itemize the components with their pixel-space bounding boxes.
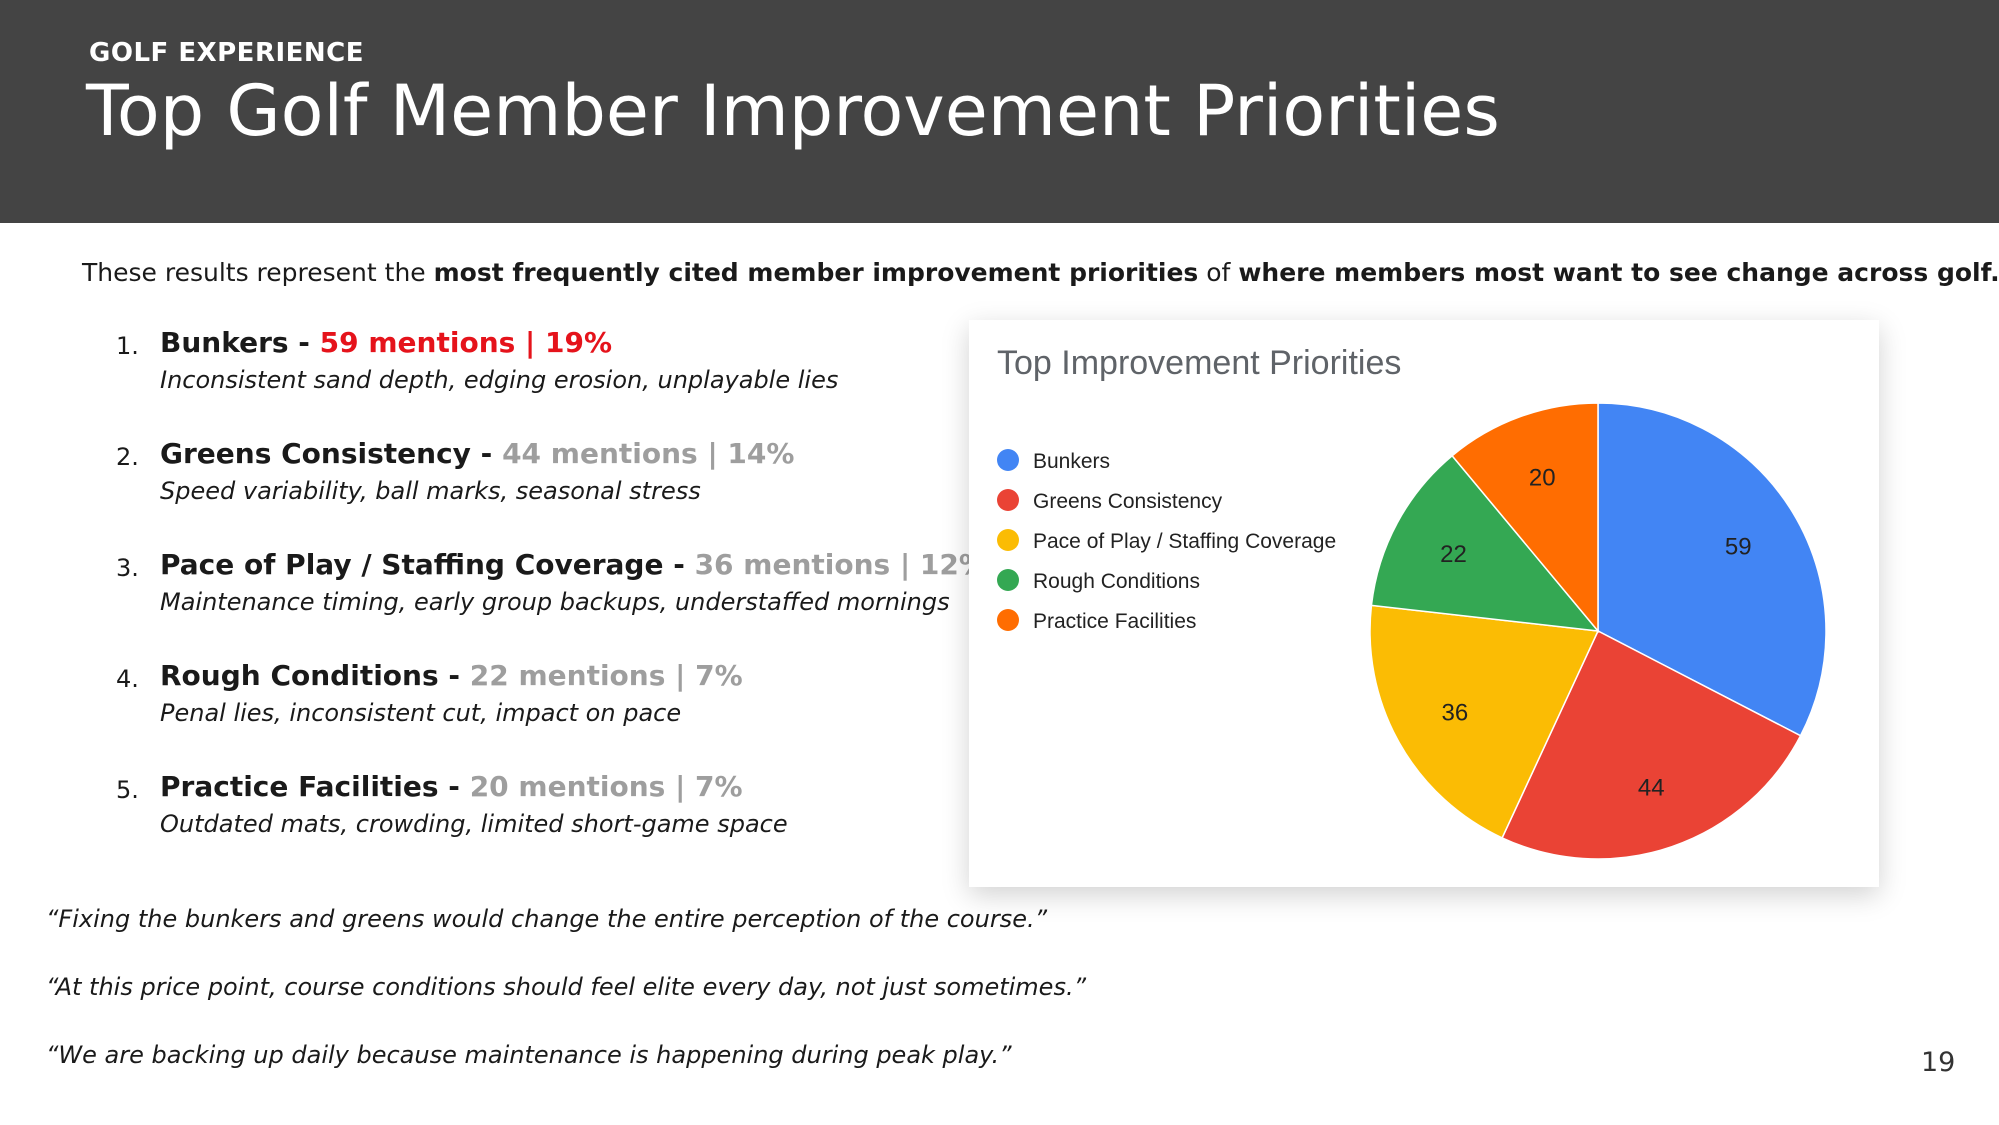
priority-item: 3. Pace of Play / Staffing Coverage - 36… xyxy=(116,548,987,659)
intro-lead: These results represent the xyxy=(82,258,434,287)
priority-stat: 36 mentions | 12% xyxy=(694,548,987,581)
priority-item: 4. Rough Conditions - 22 mentions | 7% P… xyxy=(116,659,936,770)
pie-label-rough-conditions: 22 xyxy=(1440,541,1467,568)
priority-heading: Pace of Play / Staffing Coverage - 36 me… xyxy=(160,548,987,581)
priority-description: Outdated mats, crowding, limited short-g… xyxy=(160,810,788,838)
legend-label-practice-facilities: Practice Facilities xyxy=(1033,610,1196,633)
priority-heading: Practice Facilities - 20 mentions | 7% xyxy=(160,770,743,803)
legend-label-bunkers: Bunkers xyxy=(1033,450,1110,473)
legend-swatch-practice-facilities xyxy=(997,609,1019,631)
priority-number: 1. xyxy=(116,332,139,360)
priority-dash: - xyxy=(288,326,320,359)
priority-dash: - xyxy=(438,770,470,803)
pie-data-labels: 59 44 36 22 20 xyxy=(1440,465,1751,802)
legend-label-rough-conditions: Rough Conditions xyxy=(1033,570,1200,593)
pie-slice-pace-of-play xyxy=(1369,604,1600,839)
chart-legend: Bunkers Greens Consistency Pace of Play / … xyxy=(997,449,1336,633)
pie-label-practice-facilities: 20 xyxy=(1529,465,1556,492)
priority-description: Penal lies, inconsistent cut, impact on … xyxy=(160,699,682,727)
intro-middle: of xyxy=(1198,258,1239,287)
priority-name: Greens Consistency xyxy=(160,437,471,470)
priority-heading: Rough Conditions - 22 mentions | 7% xyxy=(160,659,743,692)
priority-stat: 44 mentions | 14% xyxy=(502,437,795,470)
priority-description: Inconsistent sand depth, edging erosion,… xyxy=(160,366,839,394)
priority-name: Rough Conditions xyxy=(160,659,439,692)
intro-emphasis-1: most frequently cited member improvement… xyxy=(433,258,1199,287)
priority-dash: - xyxy=(470,437,503,470)
page-number: 19 xyxy=(1921,1047,1956,1078)
priority-number: 5. xyxy=(116,776,139,804)
pie-slices xyxy=(1369,402,1827,860)
priority-stat: 59 mentions | 19% xyxy=(319,326,613,359)
legend-swatch-rough-conditions xyxy=(997,569,1019,591)
legend-swatch-bunkers xyxy=(997,449,1019,471)
legend-swatch-pace-of-play xyxy=(997,529,1019,551)
chart-title: Top Improvement Priorities xyxy=(997,344,1401,382)
pie-slice-practice-facilities xyxy=(1451,402,1599,634)
member-quote: “We are backing up daily because mainten… xyxy=(46,1041,1012,1069)
priority-item: 5. Practice Facilities - 20 mentions | 7… xyxy=(116,770,936,881)
priority-number: 3. xyxy=(116,554,139,582)
section-eyebrow: GOLF EXPERIENCE xyxy=(89,38,365,68)
priority-list: 1. Bunkers - 59 mentions | 19% Inconsist… xyxy=(116,326,987,881)
pie-slice-bunkers xyxy=(1597,402,1827,737)
priority-item: 1. Bunkers - 59 mentions | 19% Inconsist… xyxy=(116,326,936,437)
priority-number: 4. xyxy=(116,665,139,693)
pie-label-bunkers: 59 xyxy=(1725,534,1752,561)
priority-stat: 22 mentions | 7% xyxy=(469,659,743,692)
intro-emphasis-2: where members most want to see change ac… xyxy=(1238,258,1999,287)
pie-label-pace-of-play: 36 xyxy=(1442,699,1469,726)
priority-dash: - xyxy=(438,659,470,692)
member-quote: “At this price point, course conditions … xyxy=(46,973,1087,1001)
priority-item: 2. Greens Consistency - 44 mentions | 14… xyxy=(116,437,936,548)
priority-name: Bunkers xyxy=(160,326,289,359)
pie-label-greens-consistency: 44 xyxy=(1638,774,1665,801)
intro-text: These results represent the most frequen… xyxy=(82,258,1999,287)
priority-name: Practice Facilities xyxy=(160,770,439,803)
priority-heading: Bunkers - 59 mentions | 19% xyxy=(160,326,612,359)
priority-heading: Greens Consistency - 44 mentions | 14% xyxy=(160,437,794,470)
priority-description: Speed variability, ball marks, seasonal … xyxy=(160,477,701,505)
priority-dash: - xyxy=(663,548,695,581)
priority-number: 2. xyxy=(116,443,139,471)
pie-slice-greens-consistency xyxy=(1501,629,1802,860)
pie-chart: Top Improvement Priorities Bunkers Greens… xyxy=(997,344,1827,860)
priority-stat: 20 mentions | 7% xyxy=(469,770,743,803)
priority-name: Pace of Play / Staffing Coverage xyxy=(160,548,664,581)
legend-label-pace-of-play: Pace of Play / Staffing Coverage xyxy=(1033,530,1336,553)
header-bar: GOLF EXPERIENCE Top Golf Member Improvem… xyxy=(0,0,1999,223)
pie-slice-rough-conditions xyxy=(1370,454,1600,632)
page-title: Top Golf Member Improvement Priorities xyxy=(86,70,1500,152)
pie-chart-card: Top Improvement Priorities Bunkers Greens… xyxy=(969,320,1879,887)
priority-description: Maintenance timing, early group backups,… xyxy=(160,588,950,616)
member-quotes: “Fixing the bunkers and greens would cha… xyxy=(46,905,1086,1109)
legend-label-greens-consistency: Greens Consistency xyxy=(1033,490,1223,513)
legend-swatch-greens-consistency xyxy=(997,489,1019,511)
member-quote: “Fixing the bunkers and greens would cha… xyxy=(46,905,1048,933)
